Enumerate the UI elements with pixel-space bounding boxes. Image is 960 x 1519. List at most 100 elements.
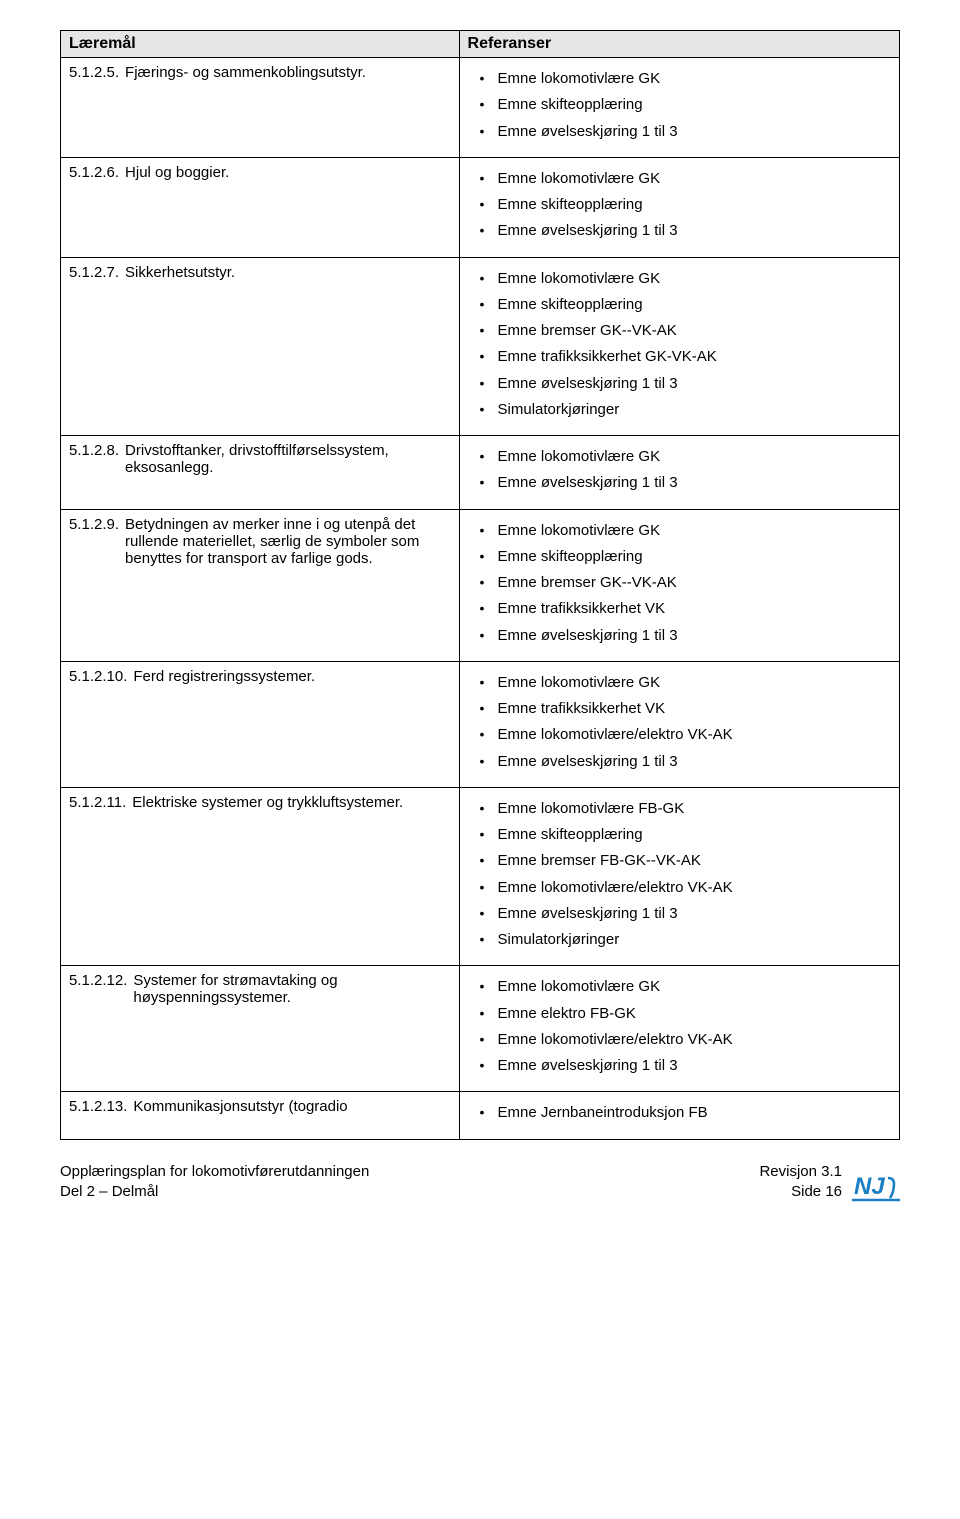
- reference-item: Emne trafikksikkerhet VK: [486, 696, 891, 722]
- footer-right: Revisjon 3.1 Side 16 NJ: [759, 1162, 900, 1203]
- goal-cell: 5.1.2.7.Sikkerhetsutstyr.: [61, 257, 460, 436]
- goal-number: 5.1.2.9.: [69, 516, 125, 533]
- references-list: Emne lokomotivlære GKEmne skifteopplærin…: [468, 166, 891, 245]
- references-cell: Emne Jernbaneintroduksjon FB: [459, 1092, 899, 1139]
- references-list: Emne lokomotivlære FB-GKEmne skifteopplæ…: [468, 796, 891, 954]
- header-right: Referanser: [459, 31, 899, 58]
- footer-title: Opplæringsplan for lokomotivførerutdanni…: [60, 1162, 369, 1182]
- references-list: Emne Jernbaneintroduksjon FB: [468, 1100, 891, 1126]
- goal-text: Sikkerhetsutstyr.: [125, 264, 450, 281]
- reference-item: Emne Jernbaneintroduksjon FB: [486, 1100, 891, 1126]
- reference-item: Emne lokomotivlære FB-GK: [486, 796, 891, 822]
- goal-text: Ferd registreringssystemer.: [133, 668, 450, 685]
- table-row: 5.1.2.6.Hjul og boggier.Emne lokomotivlæ…: [61, 157, 900, 257]
- reference-item: Emne øvelseskjøring 1 til 3: [486, 1053, 891, 1079]
- reference-item: Simulatorkjøringer: [486, 927, 891, 953]
- reference-item: Emne øvelseskjøring 1 til 3: [486, 901, 891, 927]
- goal-number: 5.1.2.6.: [69, 164, 125, 181]
- table-row: 5.1.2.13.Kommunikasjonsutstyr (togradio E…: [61, 1092, 900, 1139]
- references-cell: Emne lokomotivlære GKEmne øvelseskjøring…: [459, 436, 899, 510]
- reference-item: Simulatorkjøringer: [486, 397, 891, 423]
- table-row: 5.1.2.11.Elektriske systemer og trykkluf…: [61, 787, 900, 966]
- page-footer: Opplæringsplan for lokomotivførerutdanni…: [60, 1162, 900, 1203]
- footer-subtitle: Del 2 – Delmål: [60, 1182, 369, 1202]
- goal-number: 5.1.2.11.: [69, 794, 132, 811]
- reference-item: Emne skifteopplæring: [486, 544, 891, 570]
- reference-item: Emne øvelseskjøring 1 til 3: [486, 119, 891, 145]
- reference-item: Emne øvelseskjøring 1 til 3: [486, 470, 891, 496]
- references-cell: Emne lokomotivlære GKEmne trafikksikkerh…: [459, 661, 899, 787]
- footer-page-number: Side 16: [759, 1182, 842, 1202]
- table-row: 5.1.2.8.Drivstofftanker, drivstofftilfør…: [61, 436, 900, 510]
- goal-cell: 5.1.2.13.Kommunikasjonsutstyr (togradio: [61, 1092, 460, 1139]
- reference-item: Emne øvelseskjøring 1 til 3: [486, 749, 891, 775]
- references-cell: Emne lokomotivlære GKEmne skifteopplærin…: [459, 58, 899, 158]
- goal-text: Drivstofftanker, drivstofftilførselssyst…: [125, 442, 450, 476]
- table-header-row: Læremål Referanser: [61, 31, 900, 58]
- footer-revision: Revisjon 3.1: [759, 1162, 842, 1182]
- reference-item: Emne trafikksikkerhet GK-VK-AK: [486, 344, 891, 370]
- reference-item: Emne øvelseskjøring 1 til 3: [486, 623, 891, 649]
- reference-item: Emne lokomotivlære GK: [486, 266, 891, 292]
- reference-item: Emne skifteopplæring: [486, 192, 891, 218]
- svg-text:NJ: NJ: [854, 1173, 885, 1200]
- table-row: 5.1.2.10.Ferd registreringssystemer.Emne…: [61, 661, 900, 787]
- goal-text: Systemer for strømavtaking og høyspennin…: [133, 972, 450, 1006]
- goal-number: 5.1.2.12.: [69, 972, 133, 989]
- reference-item: Emne lokomotivlære GK: [486, 66, 891, 92]
- table-row: 5.1.2.12.Systemer for strømavtaking og h…: [61, 966, 900, 1092]
- goal-cell: 5.1.2.8.Drivstofftanker, drivstofftilfør…: [61, 436, 460, 510]
- references-list: Emne lokomotivlære GKEmne skifteopplærin…: [468, 66, 891, 145]
- reference-item: Emne bremser GK--VK-AK: [486, 318, 891, 344]
- goal-text: Hjul og boggier.: [125, 164, 450, 181]
- reference-item: Emne lokomotivlære GK: [486, 974, 891, 1000]
- header-left: Læremål: [61, 31, 460, 58]
- reference-item: Emne øvelseskjøring 1 til 3: [486, 371, 891, 397]
- table-row: 5.1.2.9.Betydningen av merker inne i og …: [61, 509, 900, 661]
- references-list: Emne lokomotivlære GKEmne skifteopplærin…: [468, 518, 891, 649]
- reference-item: Emne skifteopplæring: [486, 822, 891, 848]
- learning-objectives-table: Læremål Referanser 5.1.2.5.Fjærings- og …: [60, 30, 900, 1140]
- table-row: 5.1.2.5.Fjærings- og sammenkoblingsutsty…: [61, 58, 900, 158]
- goal-number: 5.1.2.10.: [69, 668, 133, 685]
- goal-cell: 5.1.2.11.Elektriske systemer og trykkluf…: [61, 787, 460, 966]
- references-list: Emne lokomotivlære GKEmne skifteopplærin…: [468, 266, 891, 424]
- goal-cell: 5.1.2.5.Fjærings- og sammenkoblingsutsty…: [61, 58, 460, 158]
- reference-item: Emne bremser GK--VK-AK: [486, 570, 891, 596]
- references-list: Emne lokomotivlære GKEmne elektro FB-GKE…: [468, 974, 891, 1079]
- reference-item: Emne bremser FB-GK--VK-AK: [486, 848, 891, 874]
- goal-cell: 5.1.2.10.Ferd registreringssystemer.: [61, 661, 460, 787]
- reference-item: Emne øvelseskjøring 1 til 3: [486, 218, 891, 244]
- references-cell: Emne lokomotivlære GKEmne skifteopplærin…: [459, 509, 899, 661]
- reference-item: Emne skifteopplæring: [486, 92, 891, 118]
- goal-number: 5.1.2.8.: [69, 442, 125, 459]
- reference-item: Emne elektro FB-GK: [486, 1001, 891, 1027]
- goal-text: Fjærings- og sammenkoblingsutstyr.: [125, 64, 450, 81]
- goal-number: 5.1.2.7.: [69, 264, 125, 281]
- reference-item: Emne lokomotivlære GK: [486, 518, 891, 544]
- goal-number: 5.1.2.13.: [69, 1098, 133, 1115]
- goal-text: Kommunikasjonsutstyr (togradio: [133, 1098, 450, 1115]
- reference-item: Emne lokomotivlære/elektro VK-AK: [486, 875, 891, 901]
- table-row: 5.1.2.7.Sikkerhetsutstyr.Emne lokomotivl…: [61, 257, 900, 436]
- reference-item: Emne lokomotivlære GK: [486, 670, 891, 696]
- reference-item: Emne lokomotivlære/elektro VK-AK: [486, 722, 891, 748]
- goal-cell: 5.1.2.6.Hjul og boggier.: [61, 157, 460, 257]
- references-cell: Emne lokomotivlære GKEmne skifteopplærin…: [459, 257, 899, 436]
- goal-text: Betydningen av merker inne i og utenpå d…: [125, 516, 450, 567]
- reference-item: Emne lokomotivlære GK: [486, 444, 891, 470]
- nj-logo-icon: NJ: [852, 1168, 900, 1202]
- references-cell: Emne lokomotivlære GKEmne elektro FB-GKE…: [459, 966, 899, 1092]
- goal-text: Elektriske systemer og trykkluftsystemer…: [132, 794, 450, 811]
- references-list: Emne lokomotivlære GKEmne trafikksikkerh…: [468, 670, 891, 775]
- references-list: Emne lokomotivlære GKEmne øvelseskjøring…: [468, 444, 891, 497]
- footer-left: Opplæringsplan for lokomotivførerutdanni…: [60, 1162, 369, 1203]
- reference-item: Emne lokomotivlære/elektro VK-AK: [486, 1027, 891, 1053]
- reference-item: Emne skifteopplæring: [486, 292, 891, 318]
- references-cell: Emne lokomotivlære GKEmne skifteopplærin…: [459, 157, 899, 257]
- goal-cell: 5.1.2.9.Betydningen av merker inne i og …: [61, 509, 460, 661]
- goal-cell: 5.1.2.12.Systemer for strømavtaking og h…: [61, 966, 460, 1092]
- reference-item: Emne trafikksikkerhet VK: [486, 596, 891, 622]
- goal-number: 5.1.2.5.: [69, 64, 125, 81]
- reference-item: Emne lokomotivlære GK: [486, 166, 891, 192]
